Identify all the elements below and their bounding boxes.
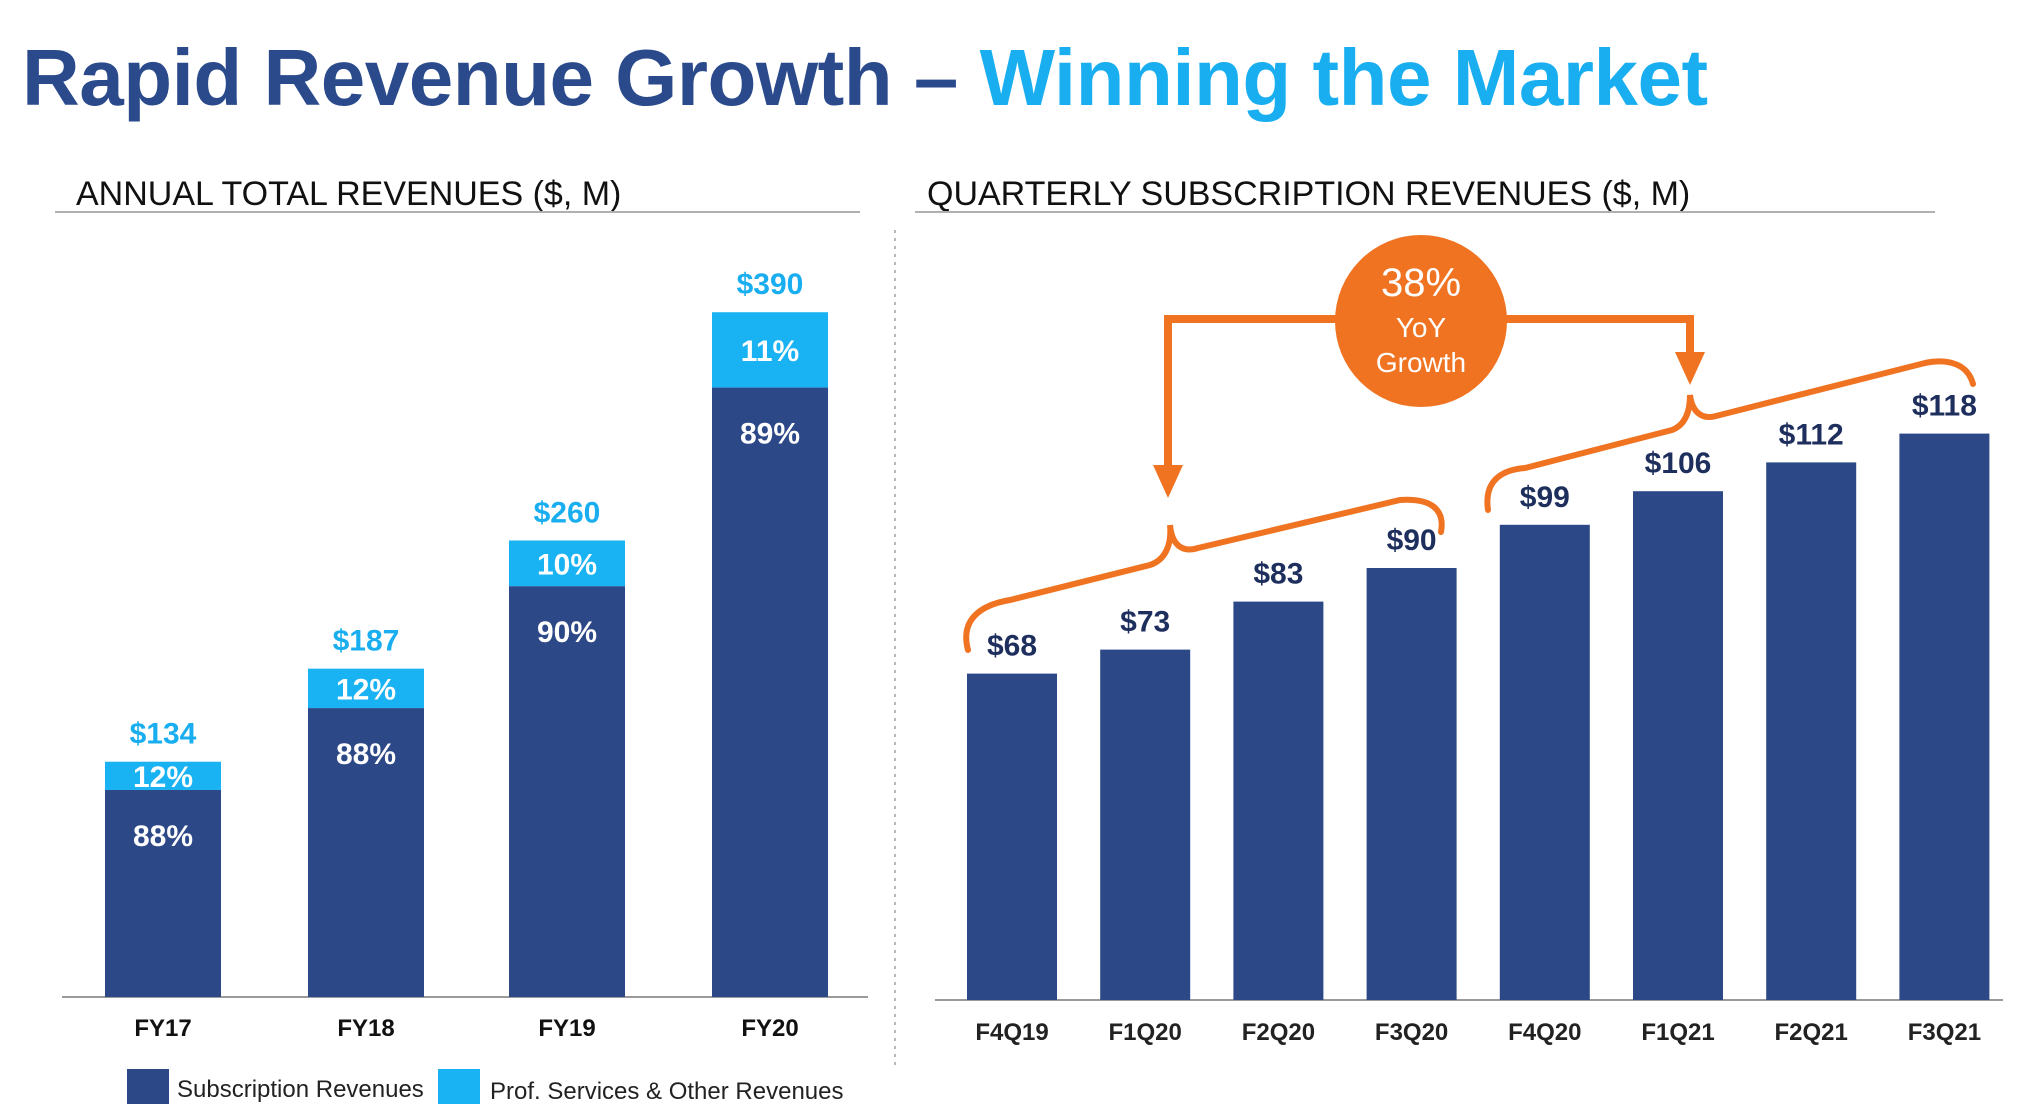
page-title-part1: Rapid Revenue Growth – xyxy=(22,33,980,122)
quarterly-bar-f4q19 xyxy=(967,673,1057,1000)
annual-sub-pct-label-fy17: 88% xyxy=(133,820,193,853)
left-group-brace xyxy=(963,496,1445,653)
left-arrow-head xyxy=(1153,465,1183,498)
quarterly-value-label-f3q20: $90 xyxy=(1387,524,1437,557)
yoy-growth-line2: Growth xyxy=(1376,347,1466,378)
annual-total-label-fy19: $260 xyxy=(534,496,601,529)
annual-bar-prof-fy19 xyxy=(509,540,625,587)
annual-chart-title: ANNUAL TOTAL REVENUES ($, M) xyxy=(76,175,622,213)
quarterly-bar-f1q20 xyxy=(1100,649,1191,1000)
yoy-growth-callout: 38% YoY Growth xyxy=(963,235,1976,653)
quarterly-bar-f3q21 xyxy=(1899,433,1990,1001)
right-arrow-head xyxy=(1675,352,1705,385)
page-title: Rapid Revenue Growth – Winning the Marke… xyxy=(22,38,1708,118)
annual-total-label-fy17: $134 xyxy=(130,718,197,751)
annual-total-label-fy18: $187 xyxy=(333,625,400,658)
annual-bar-prof-fy18 xyxy=(308,668,424,709)
annual-bar-prof-fy20 xyxy=(712,312,828,388)
quarterly-bar-f1q21 xyxy=(1633,491,1723,1000)
annual-tick-fy19: FY19 xyxy=(538,1015,595,1042)
quarterly-tick-f4q20: F4Q20 xyxy=(1508,1019,1581,1046)
annual-bar-subscription-fy19 xyxy=(509,586,625,997)
annual-bar-prof-fy17 xyxy=(105,761,221,790)
annual-tick-fy20: FY20 xyxy=(741,1015,798,1042)
quarterly-bars: $68 F4Q19 $73 F1Q20 $83 F2Q20 $90 F3Q20 $99 F4Q20… xyxy=(967,390,1990,1046)
quarterly-tick-f1q20: F1Q20 xyxy=(1109,1019,1182,1046)
yoy-growth-pct: 38% xyxy=(1381,261,1461,305)
annual-bar-subscription-fy20 xyxy=(712,387,828,997)
quarterly-value-label-f1q20: $73 xyxy=(1120,606,1170,639)
quarterly-bar-f3q20 xyxy=(1366,568,1457,1000)
yoy-growth-line1: YoY xyxy=(1396,312,1447,343)
annual-prof-pct-label-fy20: 11% xyxy=(741,335,799,368)
annual-prof-pct-label-fy19: 10% xyxy=(537,548,597,581)
legend: Subscription Revenues Prof. Services & O… xyxy=(127,1069,843,1104)
quarterly-tick-f2q21: F2Q21 xyxy=(1775,1019,1848,1046)
quarterly-bar-f4q20 xyxy=(1499,524,1590,1000)
quarterly-value-label-f4q20: $99 xyxy=(1520,481,1570,514)
annual-sub-pct-label-fy18: 88% xyxy=(336,738,396,771)
yoy-growth-circle xyxy=(1335,235,1507,407)
quarterly-chart-title: QUARTERLY SUBSCRIPTION REVENUES ($, M) xyxy=(927,175,1691,213)
quarterly-value-label-f4q19: $68 xyxy=(987,630,1037,663)
right-group-brace xyxy=(1484,358,1976,513)
left-arrow-line xyxy=(1164,315,1338,468)
quarterly-tick-f3q21: F3Q21 xyxy=(1908,1019,1981,1046)
quarterly-bar-f2q21 xyxy=(1766,462,1857,1000)
legend-swatch-subscription xyxy=(127,1069,169,1104)
annual-sub-pct-label-fy19: 90% xyxy=(537,616,597,649)
quarterly-tick-f4q19: F4Q19 xyxy=(975,1019,1048,1046)
quarterly-value-label-f2q20: $83 xyxy=(1253,558,1303,591)
annual-tick-fy17: FY17 xyxy=(134,1015,191,1042)
annual-tick-fy18: FY18 xyxy=(337,1015,394,1042)
legend-label-subscription: Subscription Revenues xyxy=(177,1076,424,1103)
quarterly-value-label-f2q21: $112 xyxy=(1779,418,1844,451)
quarterly-tick-f2q20: F2Q20 xyxy=(1242,1019,1315,1046)
right-arrow-line xyxy=(1506,315,1694,355)
page-title-part2: Winning the Market xyxy=(979,33,1709,122)
annual-total-label-fy20: $390 xyxy=(737,268,804,301)
legend-label-prof-services: Prof. Services & Other Revenues xyxy=(490,1078,843,1104)
annual-prof-pct-label-fy18: 12% xyxy=(336,673,396,706)
annual-bar-subscription-fy17 xyxy=(105,789,221,997)
annual-bars: $134 12% 88% FY17 $187 12% 88% FY18 $260 10% 90% FY… xyxy=(105,268,828,1042)
quarterly-tick-f3q20: F3Q20 xyxy=(1375,1019,1448,1046)
quarterly-tick-f1q21: F1Q21 xyxy=(1641,1019,1714,1046)
quarterly-value-label-f1q21: $106 xyxy=(1645,447,1712,480)
annual-bar-subscription-fy18 xyxy=(308,708,424,997)
quarterly-bar-f2q20 xyxy=(1233,601,1324,1000)
quarterly-value-label-f3q21: $118 xyxy=(1912,390,1977,423)
annual-prof-pct-label-fy17: 12% xyxy=(133,761,193,794)
annual-sub-pct-label-fy20: 89% xyxy=(740,418,800,451)
legend-swatch-prof-services xyxy=(438,1069,480,1104)
